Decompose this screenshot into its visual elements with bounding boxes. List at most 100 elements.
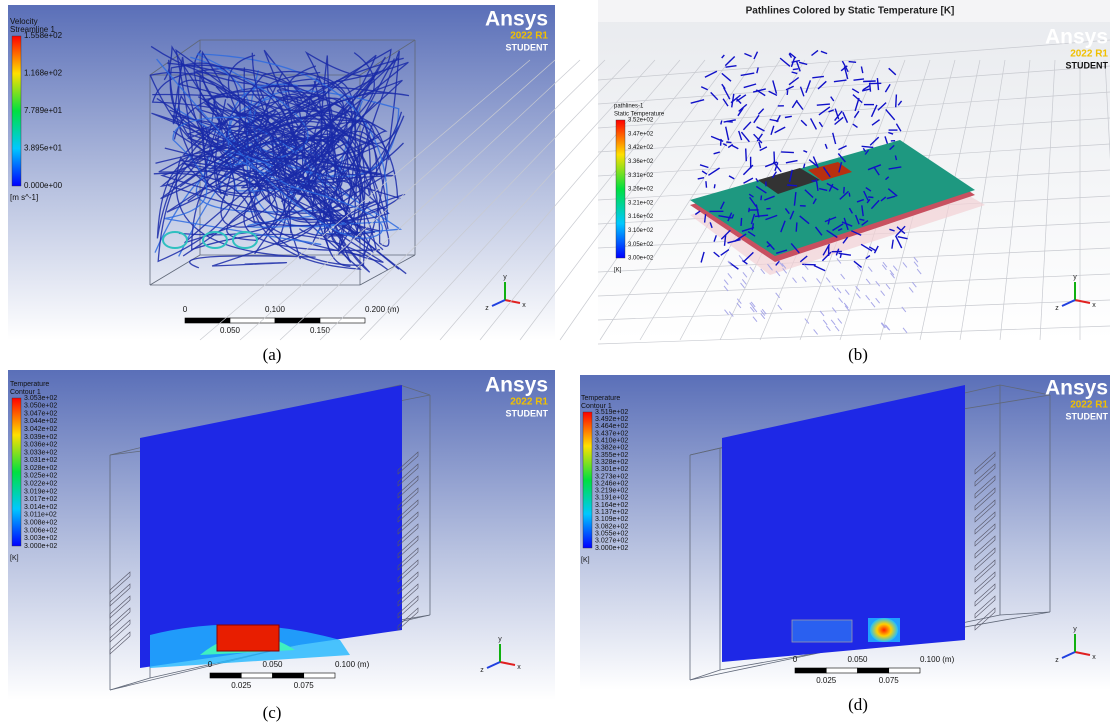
- pathline-reflection: [865, 278, 871, 285]
- pathline-reflection: [916, 268, 922, 275]
- legend-value: 3.033e+02: [24, 449, 57, 456]
- pathline-reflection: [908, 287, 914, 293]
- legend-value: 3.42e+02: [628, 145, 654, 151]
- pathline: [885, 108, 896, 121]
- pathline: [721, 83, 726, 90]
- pathline-reflection: [775, 292, 781, 299]
- wireframe-edge: [109, 677, 151, 691]
- pathline: [815, 178, 819, 191]
- pathline: [722, 143, 728, 147]
- pathline: [809, 118, 818, 130]
- pathline: [830, 96, 835, 102]
- floor-grid: [279, 59, 581, 341]
- scale-label: 0: [793, 655, 798, 664]
- pathline-reflection: [741, 278, 747, 285]
- legend-value: 3.464e+02: [595, 423, 628, 430]
- legend-value: 3.437e+02: [595, 430, 628, 437]
- pathline: [877, 102, 887, 111]
- component: [791, 619, 853, 643]
- floor-grid: [597, 91, 1110, 129]
- pathline: [791, 99, 798, 109]
- pathline: [741, 259, 748, 265]
- vent-slot: [109, 583, 131, 607]
- pathline: [868, 196, 874, 199]
- legend-value: 3.382e+02: [595, 445, 628, 452]
- pathline: [720, 120, 723, 125]
- vent-slot: [397, 499, 419, 523]
- pathline: [895, 225, 906, 237]
- pathline: [863, 80, 876, 83]
- legend-title: Temperature: [581, 395, 620, 402]
- pathline-reflection: [834, 325, 840, 332]
- hot-spot: [870, 618, 898, 642]
- pathline-reflection: [875, 297, 881, 304]
- pathline: [873, 245, 879, 254]
- scale-segment: [825, 667, 858, 674]
- pathline: [748, 207, 750, 213]
- pathline: [772, 80, 778, 94]
- pathline: [834, 110, 843, 122]
- vent-slot: [974, 571, 996, 595]
- legend-value: 7.789e+01: [24, 106, 63, 115]
- pathline: [726, 141, 732, 144]
- pathline: [700, 86, 708, 91]
- pathline: [796, 100, 804, 110]
- pathline-reflection: [727, 260, 733, 267]
- scale-label: 0.150: [310, 326, 331, 335]
- legend-value: 3.050e+02: [24, 403, 57, 410]
- logo-version: 2022 R1: [510, 397, 548, 408]
- pathline-reflection: [892, 265, 898, 272]
- legend-value: 3.492e+02: [595, 416, 628, 423]
- legend-title: Static Temperature: [614, 112, 665, 118]
- pathline: [737, 107, 744, 117]
- floor-grid: [597, 39, 1110, 81]
- pathline-reflection: [825, 325, 831, 332]
- pathline: [727, 143, 734, 149]
- pathline: [724, 55, 736, 67]
- legend-value: 3.16e+02: [628, 214, 654, 220]
- pathline: [853, 260, 863, 268]
- pathline: [821, 251, 832, 262]
- temperature-plane: [140, 385, 402, 668]
- streamline: [196, 53, 389, 228]
- pathline: [722, 98, 729, 107]
- legend-value: 3.025e+02: [24, 473, 57, 480]
- pathline-reflection: [738, 254, 744, 261]
- streamline: [191, 139, 388, 271]
- pathline: [789, 210, 795, 220]
- pathline: [826, 229, 838, 239]
- pathline-reflection: [855, 285, 861, 292]
- legend-value: 3.031e+02: [24, 457, 57, 464]
- floor-grid: [1039, 59, 1056, 341]
- legend-value: 3.044e+02: [24, 418, 57, 425]
- pathline: [723, 234, 727, 246]
- inlet-swirl: [232, 231, 258, 249]
- pathline: [740, 217, 743, 226]
- pathline: [814, 226, 823, 236]
- pathline-reflection: [856, 292, 861, 299]
- legend-value: 1.168e+02: [24, 69, 63, 78]
- legend-value: 3.053e+02: [24, 395, 57, 402]
- colorbar: [11, 397, 22, 547]
- panel-label: (b): [848, 345, 868, 364]
- pathline: [774, 126, 786, 134]
- pathline: [799, 215, 810, 225]
- pathline-reflection: [782, 267, 788, 274]
- pathline: [861, 205, 864, 217]
- pathline-reflection: [724, 309, 729, 315]
- pathline: [710, 91, 719, 101]
- logo-edition: STUDENT: [1066, 60, 1109, 70]
- pathline-reflection: [865, 294, 871, 301]
- pathline-reflection: [825, 277, 831, 283]
- pathline: [725, 126, 730, 141]
- pathline-reflection: [913, 261, 919, 268]
- pathline: [784, 115, 792, 119]
- pathline: [694, 210, 701, 216]
- pathline: [828, 183, 834, 192]
- pathline-reflection: [884, 324, 890, 330]
- vent-slot: [974, 499, 996, 523]
- wireframe-edge: [999, 611, 1051, 616]
- scale-label: 0.050: [847, 655, 868, 664]
- vent-slot: [974, 595, 996, 619]
- legend-value: 3.26e+02: [628, 187, 654, 193]
